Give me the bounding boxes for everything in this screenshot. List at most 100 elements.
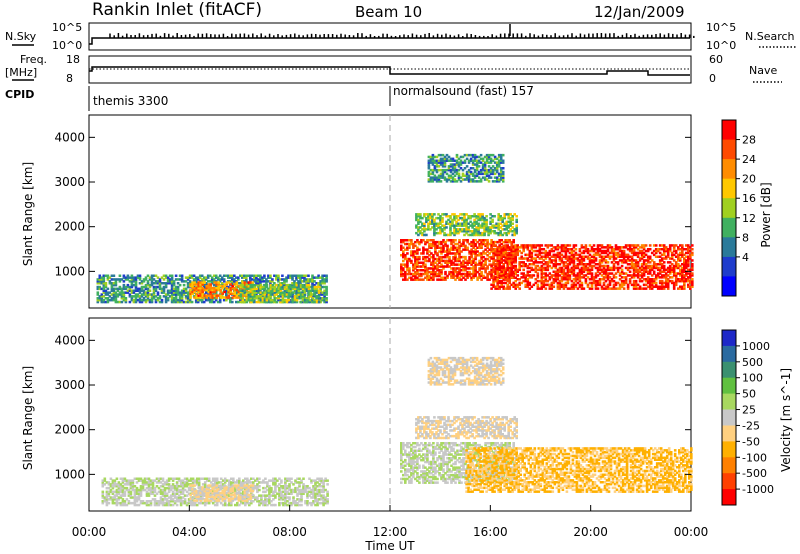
- scatter-cell: [485, 215, 488, 218]
- scatter-cell: [414, 276, 417, 279]
- scatter-cell: [106, 276, 110, 279]
- scatter-cell: [267, 280, 270, 283]
- scatter-cell: [576, 257, 580, 260]
- scatter-cell: [138, 282, 142, 285]
- scatter-cell: [446, 246, 449, 249]
- scatter-cell: [612, 285, 616, 288]
- scatter-cell: [138, 298, 142, 302]
- scatter-cell: [540, 248, 544, 251]
- scatter-cell: [654, 281, 658, 285]
- scatter-cell: [112, 278, 116, 281]
- scatter-cell: [516, 285, 519, 288]
- scatter-cell: [255, 280, 258, 283]
- scatter-cell: [544, 283, 548, 287]
- scatter-cell: [442, 276, 445, 279]
- scatter-cell: [283, 287, 287, 291]
- scatter-cell: [265, 285, 269, 289]
- scatter-cell: [586, 251, 590, 255]
- scatter-cell: [634, 274, 638, 277]
- scatter-cell: [315, 282, 318, 285]
- scatter-cell: [660, 287, 664, 290]
- scatter-cell: [658, 279, 662, 283]
- scatter-cell: [658, 261, 662, 264]
- scatter-cell: [498, 268, 501, 272]
- scatter-cell: [205, 285, 208, 288]
- scatter-cell: [652, 266, 656, 270]
- scatter-cell: [293, 282, 296, 285]
- scatter-cell: [486, 257, 489, 261]
- scatter-cell: [287, 297, 290, 300]
- scatter-cell: [500, 265, 503, 268]
- scatter-cell: [313, 295, 316, 298]
- scatter-cell: [239, 295, 243, 298]
- scatter-cell: [474, 261, 477, 264]
- scatter-cell: [261, 287, 265, 291]
- scatter-cell: [305, 297, 308, 300]
- scatter-cell: [544, 253, 548, 257]
- scatter-cell: [136, 276, 140, 279]
- scatter-cell: [261, 278, 264, 281]
- scatter-cell: [168, 289, 172, 292]
- scatter-cell: [562, 283, 566, 287]
- scatter-cell: [174, 285, 178, 289]
- scatter-cell: [442, 267, 445, 270]
- scatter-cell: [295, 283, 299, 287]
- scatter-cell: [116, 295, 120, 298]
- scatter-cell: [454, 257, 457, 261]
- scatter-cell: [552, 259, 556, 262]
- scatter-cell: [283, 293, 287, 296]
- scatter-cell: [512, 257, 515, 260]
- scatter-cell: [646, 248, 650, 251]
- scatter-cell: [550, 266, 554, 270]
- scatter-cell: [522, 268, 525, 272]
- scatter-cell: [317, 282, 320, 285]
- scatter-cell: [540, 264, 544, 268]
- scatter-cell: [221, 292, 224, 295]
- scatter-cell: [243, 276, 246, 279]
- scatter-cell: [257, 289, 261, 292]
- scatter-cell: [424, 269, 427, 272]
- scatter-cell: [426, 250, 429, 253]
- scatter-cell: [532, 249, 536, 253]
- scatter-cell: [96, 287, 100, 291]
- scatter-cell: [602, 257, 606, 260]
- freq-unit-label: [MHz]: [5, 66, 37, 79]
- scatter-cell: [150, 282, 154, 285]
- scatter-cell: [540, 285, 544, 288]
- scatter-cell: [496, 270, 499, 273]
- scatter-cell: [311, 274, 314, 277]
- scatter-cell: [596, 281, 600, 285]
- scatter-cell: [514, 287, 517, 290]
- scatter-cell: [510, 244, 513, 247]
- cpid-mode-normalsound: normalsound (fast) 157: [393, 84, 534, 98]
- scatter-cell: [604, 285, 608, 288]
- scatter-cell: [626, 266, 630, 270]
- scatter-cell: [544, 287, 548, 290]
- scatter-cell: [293, 298, 297, 302]
- scatter-cell: [562, 278, 566, 281]
- scatter-cell: [588, 278, 592, 281]
- scatter-cell: [522, 248, 525, 251]
- scatter-cell: [259, 298, 263, 302]
- scatter-cell: [311, 283, 314, 287]
- scatter-cell: [522, 276, 525, 279]
- scatter-cell: [279, 291, 283, 294]
- scatter-cell: [295, 293, 298, 296]
- scatter-cell: [524, 279, 527, 283]
- scatter-cell: [416, 276, 419, 279]
- scatter-cell: [271, 280, 274, 283]
- scatter-cell: [582, 259, 586, 262]
- scatter-cell: [321, 278, 324, 281]
- scatter-cell: [138, 289, 142, 292]
- scatter-cell: [299, 293, 303, 296]
- scatter-cell: [182, 291, 186, 294]
- scatter-cell: [486, 239, 489, 242]
- scatter-cell: [508, 287, 511, 290]
- scatter-cell: [620, 249, 624, 253]
- scatter-cell: [126, 274, 130, 277]
- scatter-cell: [478, 254, 481, 257]
- scatter-cell: [283, 283, 286, 287]
- scatter-cell: [249, 287, 253, 291]
- scatter-cell: [130, 291, 134, 294]
- scatter-cell: [307, 285, 311, 289]
